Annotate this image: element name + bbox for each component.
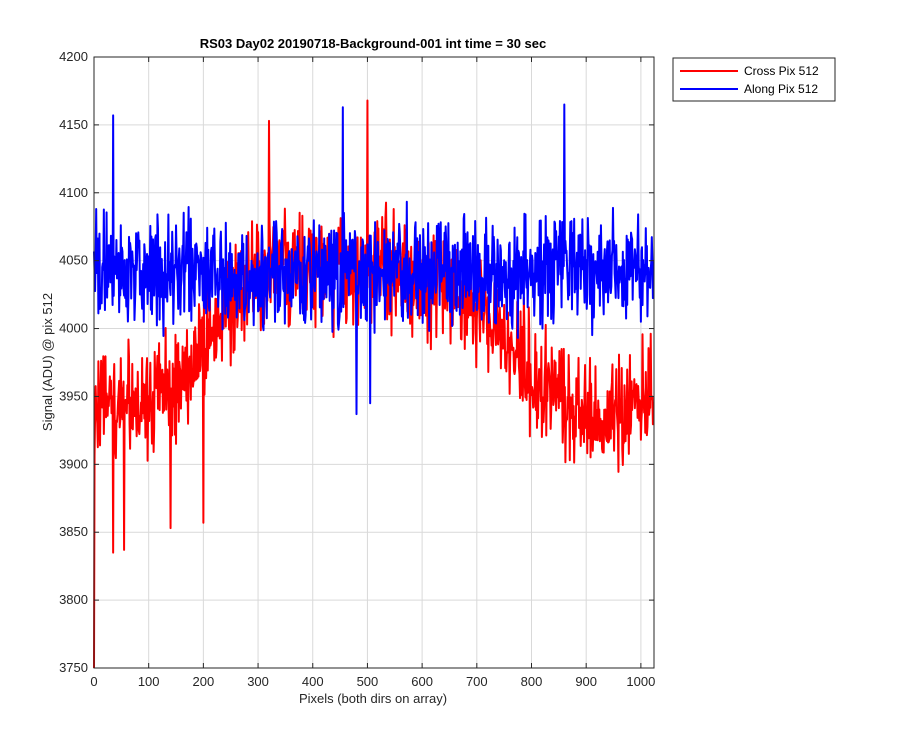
x-tick-label: 0: [90, 674, 97, 689]
y-tick-label: 3950: [59, 388, 88, 403]
x-tick-label: 700: [466, 674, 488, 689]
y-tick-label: 4150: [59, 117, 88, 132]
y-tick-label: 3850: [59, 524, 88, 539]
series-lines: [93, 99, 655, 669]
x-tick-label: 1000: [626, 674, 655, 689]
legend-label-cross: Cross Pix 512: [744, 64, 819, 78]
y-tick-label: 4000: [59, 321, 88, 336]
y-tick-label: 4050: [59, 253, 88, 268]
x-tick-label: 500: [357, 674, 379, 689]
y-tick-label: 3900: [59, 456, 88, 471]
x-tick-label: 900: [575, 674, 597, 689]
y-tick-label: 3800: [59, 592, 88, 607]
x-tick-label: 200: [193, 674, 215, 689]
chart-title: RS03 Day02 20190718-Background-001 int t…: [200, 36, 547, 51]
legend: Cross Pix 512 Along Pix 512: [672, 57, 836, 102]
x-tick-label: 300: [247, 674, 269, 689]
x-tick-label: 400: [302, 674, 324, 689]
series-line-along-pix-512: [93, 103, 655, 416]
x-tick-label: 800: [521, 674, 543, 689]
y-axis-label: Signal (ADU) @ pix 512: [40, 293, 55, 431]
x-axis-label: Pixels (both dirs on array): [299, 691, 447, 706]
x-tick-label: 100: [138, 674, 160, 689]
series-line-cross-pix-512: [93, 99, 655, 669]
y-tick-label: 4200: [59, 49, 88, 64]
axis-ticks: 0 100 200 300 400 500 600 700 800 900 1000 3750 3800…: [59, 49, 655, 689]
y-tick-label: 3750: [59, 660, 88, 675]
y-tick-label: 4100: [59, 185, 88, 200]
x-tick-label: 600: [411, 674, 433, 689]
legend-box: [672, 57, 836, 102]
legend-label-along: Along Pix 512: [744, 82, 818, 96]
axes-frame: [93, 56, 655, 669]
